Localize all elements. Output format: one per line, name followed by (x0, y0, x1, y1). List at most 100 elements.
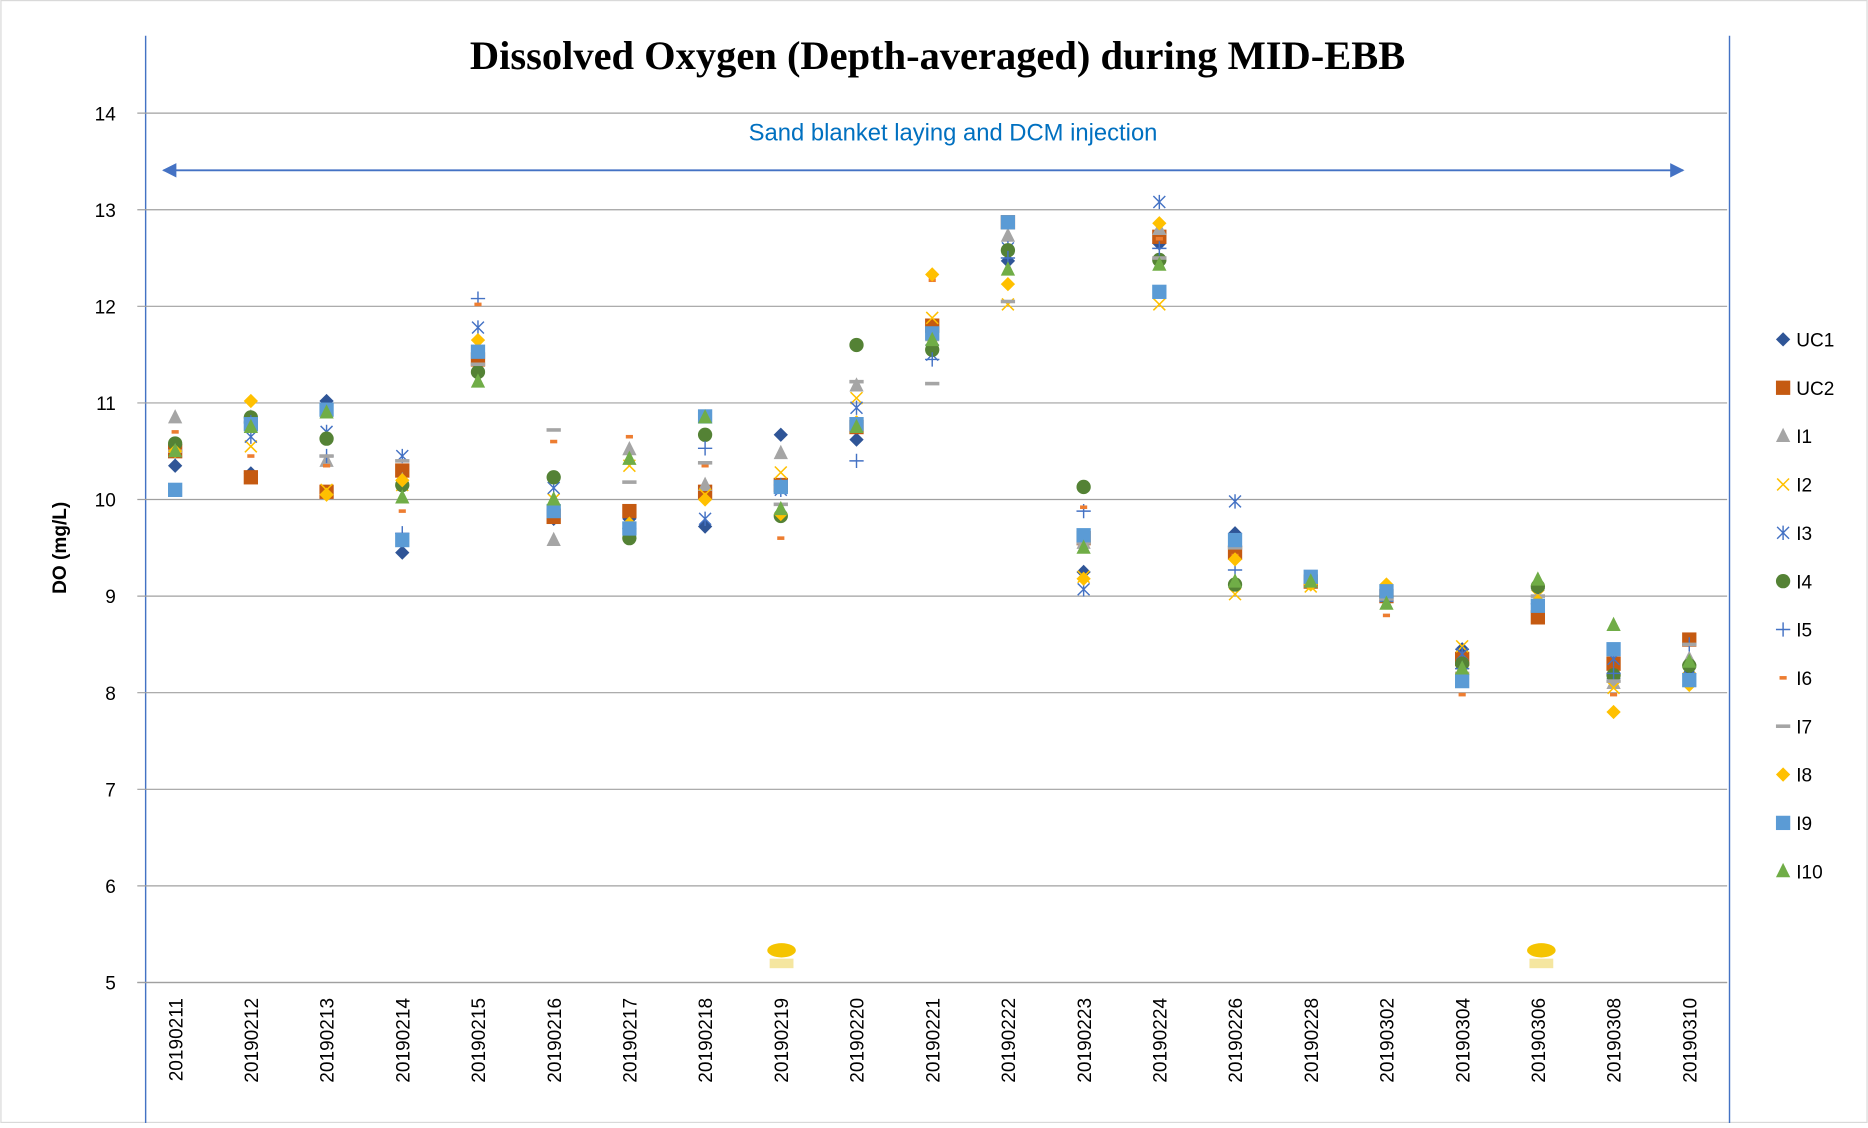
x-tick-label: 20190212 (242, 998, 263, 1083)
marker-x (1776, 477, 1790, 491)
marker-triangle (1775, 427, 1791, 443)
marker-circle (925, 342, 940, 357)
y-tick-label: 7 (105, 780, 116, 801)
marker-dash (697, 461, 713, 465)
marker-x (244, 439, 258, 453)
y-tick-label: 12 (95, 297, 116, 318)
legend-label: I6 (1796, 669, 1812, 690)
legend-label: I3 (1796, 524, 1812, 545)
marker-plus (1152, 241, 1167, 256)
marker-dash (925, 381, 940, 386)
legend-label: UC2 (1796, 379, 1834, 400)
y-tick-label: 13 (95, 201, 116, 222)
annotation: Sand blanket laying and DCM injection (749, 120, 1158, 147)
marker-diamond (470, 332, 486, 348)
marker-diamond (773, 427, 788, 442)
x-tick-label: 20190221 (923, 998, 944, 1083)
marker-square (546, 503, 561, 519)
marker-square (1530, 598, 1546, 613)
x-tick-label: 20190310 (1680, 998, 1701, 1083)
marker-dash (622, 480, 637, 484)
marker-triangle (1455, 660, 1470, 675)
marker-square (1775, 380, 1791, 395)
marker-square (1606, 642, 1621, 657)
marker-triangle (1227, 573, 1243, 588)
y-tick-label: 9 (105, 587, 116, 608)
marker-triangle (925, 331, 940, 347)
x-tick-label: 20190306 (1529, 998, 1550, 1083)
x-tick-label: 20190211 (166, 998, 187, 1081)
marker-triangle (1379, 595, 1394, 610)
marker-dash (1606, 679, 1621, 683)
marker-dash (319, 454, 334, 458)
marker-square (395, 532, 410, 548)
marker-square (1775, 815, 1791, 831)
marker-dash (398, 509, 406, 513)
marker-triangle (1076, 539, 1091, 554)
marker-plus (849, 453, 864, 469)
marker-triangle (1530, 571, 1546, 586)
marker-x (850, 391, 864, 405)
x-tick-label: 20190218 (696, 998, 717, 1083)
marker-circle (849, 337, 864, 353)
marker-square (1379, 584, 1394, 599)
chart-title: Dissolved Oxygen (Depth-averaged) during… (470, 33, 1405, 78)
x-tick-label: 20190216 (545, 998, 566, 1083)
marker-circle (319, 431, 334, 446)
marker-star (1152, 194, 1166, 210)
x-tick-label: 20190308 (1605, 998, 1626, 1083)
marker-x (774, 465, 788, 479)
marker-triangle (1000, 227, 1016, 242)
marker-circle (1076, 479, 1091, 495)
y-tick-label: 10 (95, 491, 116, 512)
marker-dash (470, 362, 486, 367)
marker-square (1227, 532, 1243, 548)
marker-dash (849, 379, 864, 384)
marker-dash (1080, 505, 1088, 510)
marker-dash (1609, 692, 1618, 697)
marker-dash (625, 434, 633, 439)
marker-diamond (1152, 216, 1167, 231)
legend-label: I7 (1796, 717, 1812, 738)
marker-dash (1000, 299, 1016, 304)
marker-triangle (697, 409, 713, 424)
marker-dash (474, 302, 482, 307)
marker-x (1607, 681, 1621, 695)
marker-triangle (168, 442, 183, 458)
marker-triangle (622, 440, 637, 456)
marker-dash (1775, 724, 1791, 728)
marker-dash (395, 459, 410, 463)
y-tick-label: 5 (105, 974, 116, 995)
marker-x (1152, 297, 1166, 311)
legend-label: I8 (1796, 766, 1812, 787)
marker-triangle (773, 444, 788, 460)
x-tick-label: 20190219 (772, 998, 793, 1083)
marker-square (1076, 528, 1091, 543)
marker-dash (1682, 642, 1697, 647)
marker-star (471, 320, 485, 335)
marker-dash (171, 430, 179, 434)
marker-star (1228, 494, 1242, 509)
marker-triangle (622, 450, 637, 465)
marker-triangle (319, 404, 334, 419)
y-tick-label: 8 (105, 684, 116, 705)
y-tick-label: 6 (105, 877, 116, 898)
legend-label: I2 (1796, 476, 1812, 497)
marker-dash (1227, 546, 1243, 550)
x-tick-label: 20190215 (469, 998, 490, 1083)
marker-star (1776, 525, 1790, 540)
legend-label: I4 (1796, 572, 1812, 593)
marker-triangle (243, 418, 259, 434)
marker-dash (1382, 613, 1391, 618)
marker-triangle (1606, 616, 1621, 632)
marker-triangle (1152, 256, 1167, 271)
marker-square (1682, 672, 1697, 688)
marker-square (1000, 215, 1016, 230)
x-tick-label: 20190304 (1453, 998, 1474, 1083)
x-tick-label: 20190228 (1302, 998, 1323, 1083)
marker-circle (697, 427, 713, 442)
marker-dash (701, 463, 709, 468)
marker-triangle (470, 373, 486, 388)
